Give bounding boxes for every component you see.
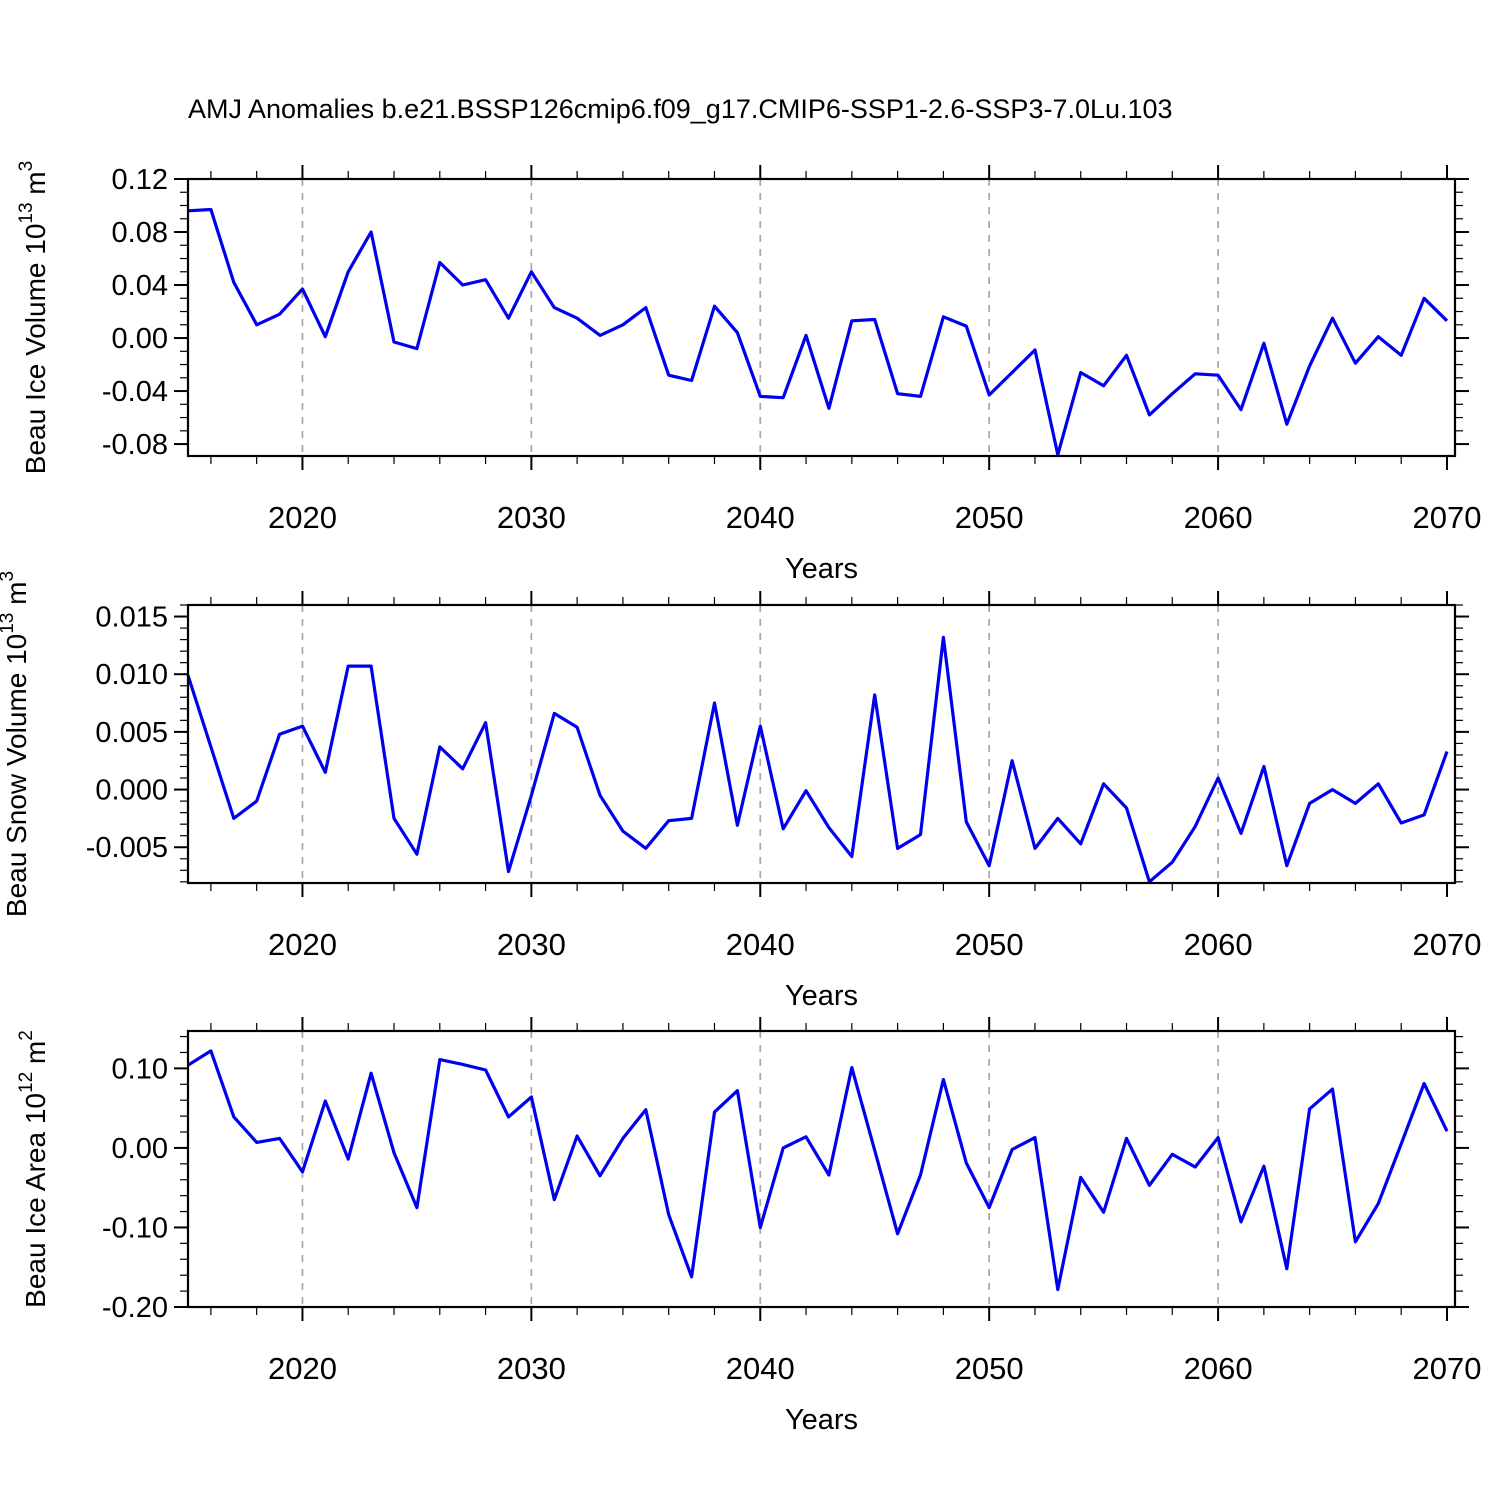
svg-text:-0.005: -0.005 (86, 832, 168, 864)
svg-text:0.005: 0.005 (95, 717, 168, 749)
y-tick-labels: -0.005 0.000 0.005 0.010 0.015 (86, 602, 168, 865)
svg-text:-0.10: -0.10 (102, 1212, 168, 1244)
svg-text:-0.04: -0.04 (102, 376, 168, 408)
x-axis-title-beau-snow-volume: Years (785, 980, 858, 1012)
svg-text:-0.20: -0.20 (102, 1292, 168, 1324)
plot-border (186, 603, 1457, 885)
x-tick-labels: 2020 2030 2040 2050 2060 2070 (268, 500, 1482, 535)
svg-text:0.10: 0.10 (112, 1053, 168, 1085)
gridlines (301, 1031, 1219, 1307)
x-axis-title-beau-ice-volume: Years (785, 553, 858, 585)
gridlines (301, 179, 1219, 456)
x-tick-labels: 2020 2030 2040 2050 2060 2070 (268, 1351, 1482, 1386)
ticks (174, 165, 1469, 470)
svg-text:0.04: 0.04 (112, 270, 168, 302)
svg-text:2040: 2040 (726, 1351, 795, 1386)
svg-text:2020: 2020 (268, 1351, 337, 1386)
x-tick-labels: 2020 2030 2040 2050 2060 2070 (268, 927, 1482, 962)
svg-text:0.015: 0.015 (95, 602, 168, 634)
svg-text:2050: 2050 (955, 1351, 1024, 1386)
svg-text:2020: 2020 (268, 500, 337, 535)
plot-border (186, 177, 1457, 458)
svg-text:2070: 2070 (1413, 927, 1482, 962)
svg-text:2050: 2050 (955, 927, 1024, 962)
ticks (174, 1017, 1469, 1321)
figure-title: AMJ Anomalies b.e21.BSSP126cmip6.f09_g17… (188, 94, 1173, 124)
gridlines (301, 605, 1219, 883)
x-axis-title-beau-ice-area: Years (785, 1404, 858, 1436)
svg-text:0.010: 0.010 (95, 659, 168, 691)
svg-text:0.12: 0.12 (112, 164, 168, 196)
svg-text:2070: 2070 (1413, 500, 1482, 535)
ticks (174, 591, 1469, 897)
svg-text:2020: 2020 (268, 927, 337, 962)
series-line-beau-snow-volume (186, 635, 1449, 884)
svg-text:0.00: 0.00 (112, 323, 168, 355)
svg-text:2060: 2060 (1184, 927, 1253, 962)
y-axis-title-beau-snow-volume: Beau Snow Volume 1013 m3 (0, 571, 32, 917)
series-line-beau-ice-volume (187, 207, 1449, 457)
y-tick-labels: -0.20 -0.10 0.00 0.10 (102, 1053, 168, 1324)
y-tick-labels: -0.08 -0.04 0.00 0.04 0.08 0.12 (102, 164, 168, 461)
svg-text:2040: 2040 (726, 500, 795, 535)
svg-text:2070: 2070 (1413, 1351, 1482, 1386)
svg-text:-0.08: -0.08 (102, 429, 168, 461)
svg-text:2030: 2030 (497, 500, 566, 535)
svg-text:2060: 2060 (1184, 1351, 1253, 1386)
svg-text:2030: 2030 (497, 1351, 566, 1386)
plot-border (186, 1029, 1457, 1309)
svg-text:0.08: 0.08 (112, 217, 168, 249)
svg-text:2060: 2060 (1184, 500, 1253, 535)
svg-text:0.000: 0.000 (95, 775, 168, 807)
series-line-beau-ice-area (187, 1049, 1449, 1292)
svg-text:2040: 2040 (726, 927, 795, 962)
y-axis-title-beau-ice-volume: Beau Ice Volume 1013 m3 (16, 161, 51, 474)
svg-text:0.00: 0.00 (112, 1133, 168, 1165)
y-axis-title-beau-ice-area: Beau Ice Area 1012 m2 (16, 1030, 51, 1308)
svg-text:2050: 2050 (955, 500, 1024, 535)
svg-text:2030: 2030 (497, 927, 566, 962)
